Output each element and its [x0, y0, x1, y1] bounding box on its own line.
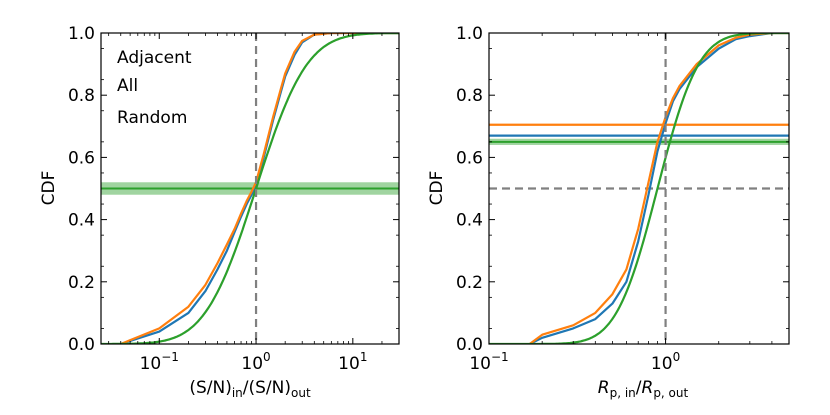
- left-panel: 0.0 0.2 0.4 0.6 0.8 1.0 10−1 100 101 CDF (S/N)in…: [39, 24, 400, 400]
- right-ytick-label-1: 0.2: [456, 273, 483, 293]
- right-xtick-label-0: 10−1: [469, 350, 508, 374]
- legend-item-all: All: [117, 76, 138, 96]
- left-x-axis-label: (S/N)in/(S/N)out: [189, 378, 311, 400]
- right-series-adjacent: [529, 33, 789, 344]
- right-ytick-label-2: 0.4: [456, 211, 483, 231]
- legend-item-adjacent: Adjacent: [117, 48, 192, 68]
- legend: Adjacent All Random: [117, 48, 192, 128]
- left-y-axis-label: CDF: [39, 171, 59, 206]
- right-xtick-label-1: 100: [651, 350, 680, 374]
- left-series-all: [120, 33, 399, 344]
- left-ytick-label-0: 0.0: [68, 335, 95, 355]
- right-plot-area: 0.0 0.2 0.4 0.6 0.8 1.0 10−1 100: [456, 24, 790, 374]
- right-x-axis-label: Rp, in/Rp, out: [598, 378, 689, 400]
- left-xtick-label-1: 100: [241, 350, 270, 374]
- left-xtick-label-0: 10−1: [140, 350, 179, 374]
- right-ytick-label-5: 1.0: [456, 24, 483, 44]
- right-series-random: [489, 33, 789, 344]
- left-series-random: [101, 33, 399, 344]
- right-series-all: [529, 33, 789, 344]
- right-y-axis-label: CDF: [427, 171, 447, 206]
- left-ytick-label-2: 0.4: [68, 211, 95, 231]
- left-ytick-label-3: 0.6: [68, 148, 95, 168]
- left-plot-area: 0.0 0.2 0.4 0.6 0.8 1.0 10−1 100 101: [68, 24, 400, 374]
- left-ytick-label-1: 0.2: [68, 273, 95, 293]
- left-ytick-label-5: 1.0: [68, 24, 95, 44]
- right-clipped-layer: [489, 33, 789, 344]
- right-ytick-label-4: 0.8: [456, 86, 483, 106]
- left-xtick-label-2: 101: [338, 350, 367, 374]
- left-clipped-layer: [101, 33, 399, 344]
- left-axes-frame: [100, 32, 400, 345]
- right-panel: 0.0 0.2 0.4 0.6 0.8 1.0 10−1 100 CDF Rp, in/Rp,…: [427, 24, 790, 400]
- legend-item-random: Random: [117, 108, 187, 128]
- left-ytick-label-4: 0.8: [68, 86, 95, 106]
- right-axes-frame: [488, 32, 790, 345]
- right-ytick-label-3: 0.6: [456, 148, 483, 168]
- right-ytick-label-0: 0.0: [456, 335, 483, 355]
